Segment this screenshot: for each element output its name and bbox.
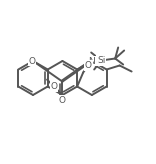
Text: O: O	[29, 57, 36, 65]
Text: O: O	[85, 61, 92, 70]
Text: Si: Si	[97, 56, 105, 65]
Text: O: O	[59, 96, 66, 105]
Text: O: O	[51, 82, 58, 91]
Text: N: N	[88, 57, 95, 65]
